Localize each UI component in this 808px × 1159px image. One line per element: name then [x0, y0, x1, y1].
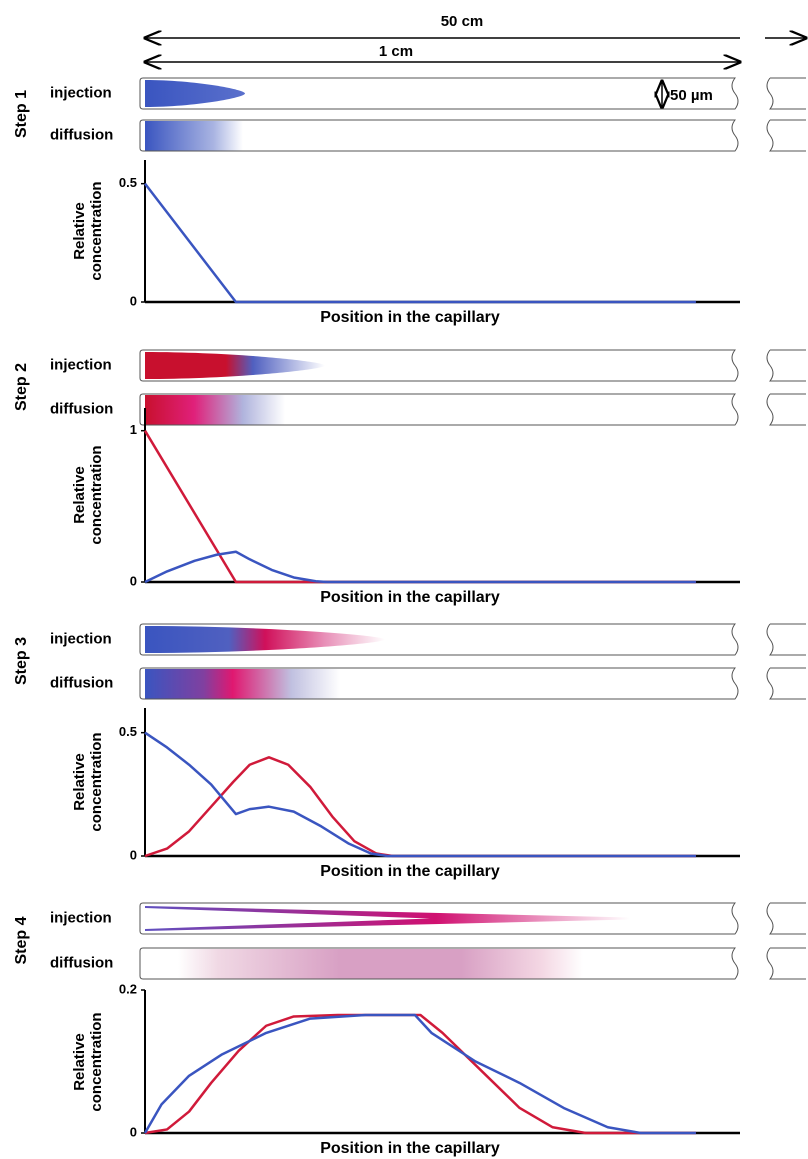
injection-plug — [145, 80, 245, 107]
y-tick-label: 0 — [130, 1124, 137, 1139]
step-label: Step 4 — [13, 916, 30, 964]
row-label: diffusion — [50, 674, 113, 691]
injection-plug — [145, 626, 385, 653]
row-label: injection — [50, 630, 112, 647]
step-label: Step 1 — [13, 90, 30, 138]
diffusion-zone — [145, 669, 340, 699]
row-label: diffusion — [50, 954, 113, 971]
x-axis-label: Position in the capillary — [320, 589, 500, 606]
x-axis-label: Position in the capillary — [320, 1140, 500, 1157]
line — [144, 1013, 696, 1135]
line — [143, 1013, 696, 1135]
line — [144, 731, 696, 858]
row-label: injection — [50, 84, 112, 101]
capillary-end — [766, 667, 806, 700]
injection-plug — [145, 352, 325, 379]
diffusion-zone — [145, 121, 243, 151]
capillary-end — [766, 77, 806, 110]
y-axis-label: Relative concentration — [71, 445, 105, 545]
step-label: Step 3 — [13, 637, 30, 685]
y-axis-label: Relative concentration — [71, 732, 105, 832]
row-label: injection — [50, 909, 112, 926]
capillary — [139, 393, 739, 426]
length-label: 50 cm — [441, 13, 484, 30]
length-label: 1 cm — [379, 43, 413, 60]
line — [143, 430, 696, 584]
capillary — [139, 77, 739, 110]
step-label: Step 2 — [13, 363, 30, 411]
capillary-end — [766, 349, 806, 382]
capillary-end — [766, 393, 806, 426]
row-label: injection — [50, 356, 112, 373]
row-label: diffusion — [50, 126, 113, 143]
x-axis-label: Position in the capillary — [320, 863, 500, 880]
capillary-end — [766, 119, 806, 152]
x-axis-label: Position in the capillary — [320, 309, 500, 326]
y-tick-label: 0.2 — [119, 981, 137, 996]
capillary — [139, 119, 739, 152]
diffusion-zone — [178, 949, 583, 979]
y-axis-label: Relative concentration — [71, 1011, 105, 1112]
row-label: diffusion — [50, 400, 113, 417]
y-axis-label: Relative concentration — [71, 181, 105, 281]
diameter-label: 50 µm — [670, 87, 713, 104]
capillary-end — [766, 623, 806, 656]
y-tick-label: 0.5 — [119, 724, 137, 739]
diffusion-zone — [145, 395, 285, 425]
capillary — [139, 349, 739, 382]
capillary — [139, 947, 739, 980]
capillary — [139, 902, 739, 935]
line — [144, 756, 696, 858]
y-tick-label: 0.5 — [119, 175, 137, 190]
injection-core — [145, 908, 430, 929]
capillary-end — [766, 947, 806, 980]
line — [144, 182, 696, 304]
y-tick-label: 0 — [130, 573, 137, 588]
capillary — [139, 667, 739, 700]
y-tick-label: 0 — [130, 293, 137, 308]
capillary — [139, 623, 739, 656]
capillary-end — [766, 902, 806, 935]
y-tick-label: 0 — [130, 847, 137, 862]
y-tick-label: 1 — [130, 422, 137, 437]
line — [144, 550, 696, 584]
